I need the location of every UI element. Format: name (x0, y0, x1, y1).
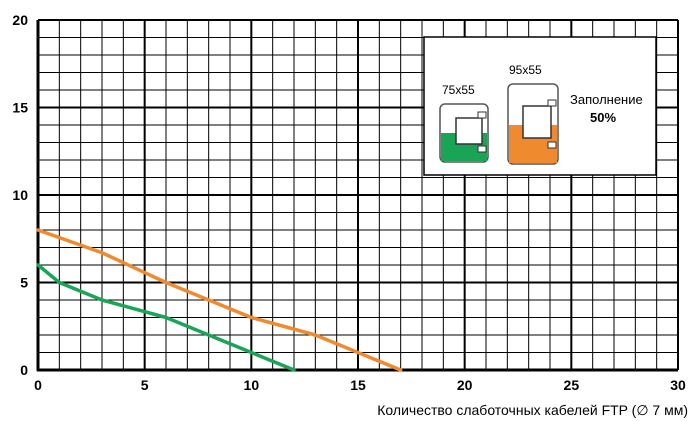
x-tick-label: 5 (141, 377, 149, 393)
x-tick-label: 30 (670, 377, 686, 393)
legend-fill-label: Заполнение (570, 92, 643, 107)
x-tick-label: 20 (457, 377, 473, 393)
series-line-75x55 (36, 263, 296, 372)
legend-label-75x55: 75x55 (442, 83, 475, 97)
x-tick-label: 15 (350, 377, 366, 393)
y-tick-label: 15 (12, 100, 28, 116)
series-layer (36, 228, 403, 372)
x-tick-label: 0 (34, 377, 42, 393)
x-tick-label: 10 (244, 377, 260, 393)
x-axis-title: Количество слаботочных кабелей FTP (∅ 7 … (377, 402, 688, 418)
y-tick-label: 10 (12, 187, 28, 203)
y-tick-label: 20 (12, 12, 28, 28)
legend-fill-value: 50% (590, 110, 616, 125)
x-tick-label: 25 (564, 377, 580, 393)
legend-swatch-95x55 (507, 83, 559, 165)
tick-labels: 0 5 10 15 20 25 30 0 5 10 15 20 (12, 12, 686, 393)
y-tick-label: 5 (20, 275, 28, 291)
legend-label-95x55: 95x55 (509, 63, 542, 77)
y-tick-label: 0 (20, 362, 28, 378)
legend-swatch-75x55 (439, 103, 489, 163)
series-line-95x55 (36, 228, 403, 372)
legend: 75x55 95x55 Заполнение 50% (423, 36, 657, 176)
